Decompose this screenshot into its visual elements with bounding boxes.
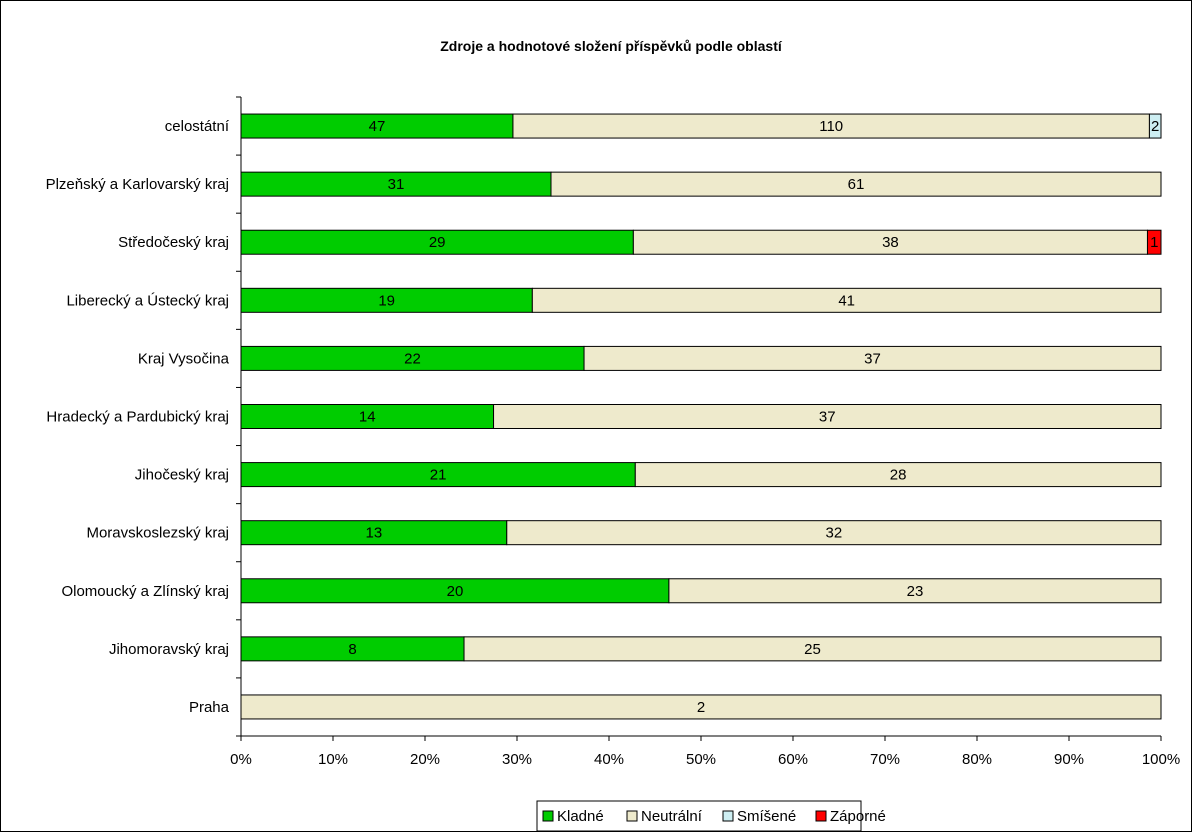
category-label: Praha: [189, 699, 230, 716]
legend-swatch: [626, 810, 638, 822]
bar-segment: [632, 229, 1148, 255]
category-label: Moravskoslezský kraj: [86, 525, 229, 542]
data-label: 8: [348, 641, 356, 658]
category-label: Liberecký a Ústecký kraj: [66, 292, 229, 309]
legend: Kladné Neutrální Smíšené Záporné: [536, 800, 886, 832]
data-label: 19: [378, 292, 395, 309]
category-label: Jihomoravský kraj: [109, 641, 229, 658]
bar-segment: [240, 520, 508, 546]
legend-label: Neutrální: [641, 808, 703, 825]
bar-segment: [550, 171, 1162, 197]
bar-segment: [1146, 229, 1162, 255]
bar-segment: [506, 520, 1162, 546]
x-tick-label: 10%: [318, 751, 348, 768]
x-tick-label: 20%: [410, 751, 440, 768]
category-label: Plzeňský a Karlovarský kraj: [46, 176, 229, 193]
data-label: 22: [404, 350, 421, 367]
data-label: 14: [359, 409, 376, 426]
x-tick-label: 40%: [594, 751, 624, 768]
category-label: Jihočeský kraj: [135, 467, 229, 484]
bar-segment: [1148, 113, 1162, 139]
data-label: 25: [804, 641, 821, 658]
data-label: 28: [890, 467, 907, 484]
data-label: 61: [848, 176, 865, 193]
data-label: 2: [697, 699, 705, 716]
data-label: 2: [1151, 118, 1159, 135]
x-tick-label: 60%: [778, 751, 808, 768]
bar-segment: [634, 462, 1162, 488]
x-tick-label: 80%: [962, 751, 992, 768]
bar-segment: [240, 636, 465, 662]
bar-segment: [240, 578, 670, 604]
data-label: 41: [838, 292, 855, 309]
bar-segment: [493, 404, 1162, 429]
x-tick-label: 70%: [870, 751, 900, 768]
category-label: Středočeský kraj: [118, 234, 229, 251]
data-label: 32: [826, 525, 843, 542]
data-label: 1: [1150, 234, 1158, 251]
bar-segment: [463, 636, 1162, 662]
bar-segment: [512, 113, 1150, 139]
data-label: 13: [366, 525, 383, 542]
x-tick-label: 100%: [1142, 751, 1180, 768]
data-label: 38: [882, 234, 899, 251]
bar-segment: [240, 404, 495, 429]
x-tick-label: 30%: [502, 751, 532, 768]
data-label: 31: [388, 176, 405, 193]
category-label: celostátní: [165, 118, 230, 135]
legend-swatch: [815, 810, 827, 822]
data-label: 37: [864, 350, 881, 367]
data-label: 47: [369, 118, 386, 135]
x-tick-label: 50%: [686, 751, 716, 768]
bar-segment: [583, 345, 1162, 371]
bar-segment: [240, 462, 636, 488]
data-label: 21: [430, 467, 447, 484]
chart-title: Zdroje a hodnotové složení příspěvků pod…: [440, 38, 783, 54]
category-label: Olomoucký a Zlínský kraj: [61, 583, 229, 600]
category-label: Kraj Vysočina: [138, 350, 230, 367]
data-label: 23: [907, 583, 924, 600]
data-label: 110: [819, 118, 843, 135]
legend-box: [536, 800, 862, 832]
data-label: 29: [429, 234, 446, 251]
bar-segment: [668, 578, 1162, 604]
data-label: 37: [819, 409, 836, 426]
bar-segment: [240, 694, 1162, 720]
x-tick-label: 0%: [230, 751, 252, 768]
bar-segment: [240, 287, 533, 313]
category-label: Hradecký a Pardubický kraj: [46, 409, 229, 426]
bar-segment: [531, 287, 1162, 313]
legend-swatch: [542, 810, 554, 822]
bar-segment: [240, 113, 514, 139]
legend-label: Kladné: [557, 808, 604, 825]
legend-swatch: [722, 810, 734, 822]
legend-label: Smíšené: [737, 808, 796, 825]
plot-area: 0% 10% 20% 30% 40% 50% 60% 70% 80% 90% 100% celostá…: [46, 96, 1180, 768]
legend-label: Záporné: [830, 808, 886, 825]
data-label: 20: [447, 583, 464, 600]
x-tick-label: 90%: [1054, 751, 1084, 768]
bar-segment: [240, 345, 585, 371]
